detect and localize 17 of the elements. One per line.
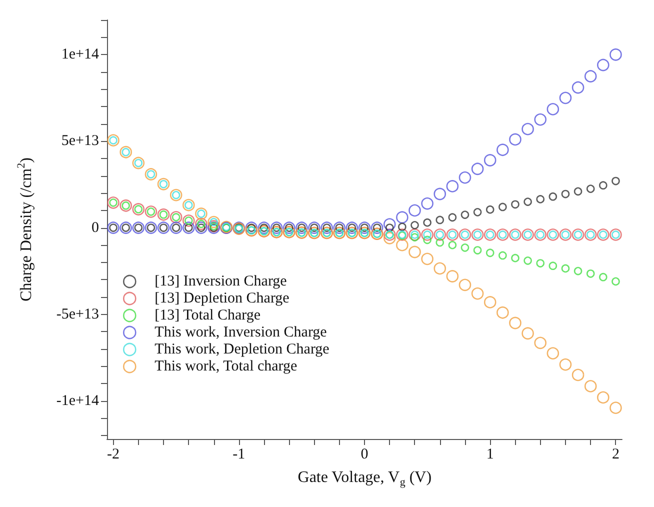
x-tick-label: -2 bbox=[107, 446, 120, 462]
y-tick-label: 5e+13 bbox=[61, 133, 99, 150]
y-axis-title: Charge Density (/cm2) bbox=[16, 158, 35, 302]
legend-label: This work, Depletion Charge bbox=[154, 342, 330, 358]
x-tick-label: 2 bbox=[612, 446, 620, 462]
legend-label: This work, Total charge bbox=[154, 358, 298, 374]
legend-label: This work, Inversion Charge bbox=[154, 324, 328, 340]
x-tick-label: 1 bbox=[486, 446, 494, 462]
y-tick-label: -5e+13 bbox=[56, 306, 99, 322]
y-tick-label: -1e+14 bbox=[56, 392, 100, 409]
legend-label: [13] Depletion Charge bbox=[154, 290, 290, 306]
x-tick-label: 0 bbox=[360, 446, 368, 462]
y-tick-label: 0 bbox=[92, 220, 99, 236]
legend-label: [13] Total Charge bbox=[154, 308, 261, 324]
y-tick-label: 1e+14 bbox=[61, 46, 100, 63]
legend-label: [13] Inversion Charge bbox=[154, 274, 288, 290]
x-tick-label: -1 bbox=[232, 446, 246, 462]
